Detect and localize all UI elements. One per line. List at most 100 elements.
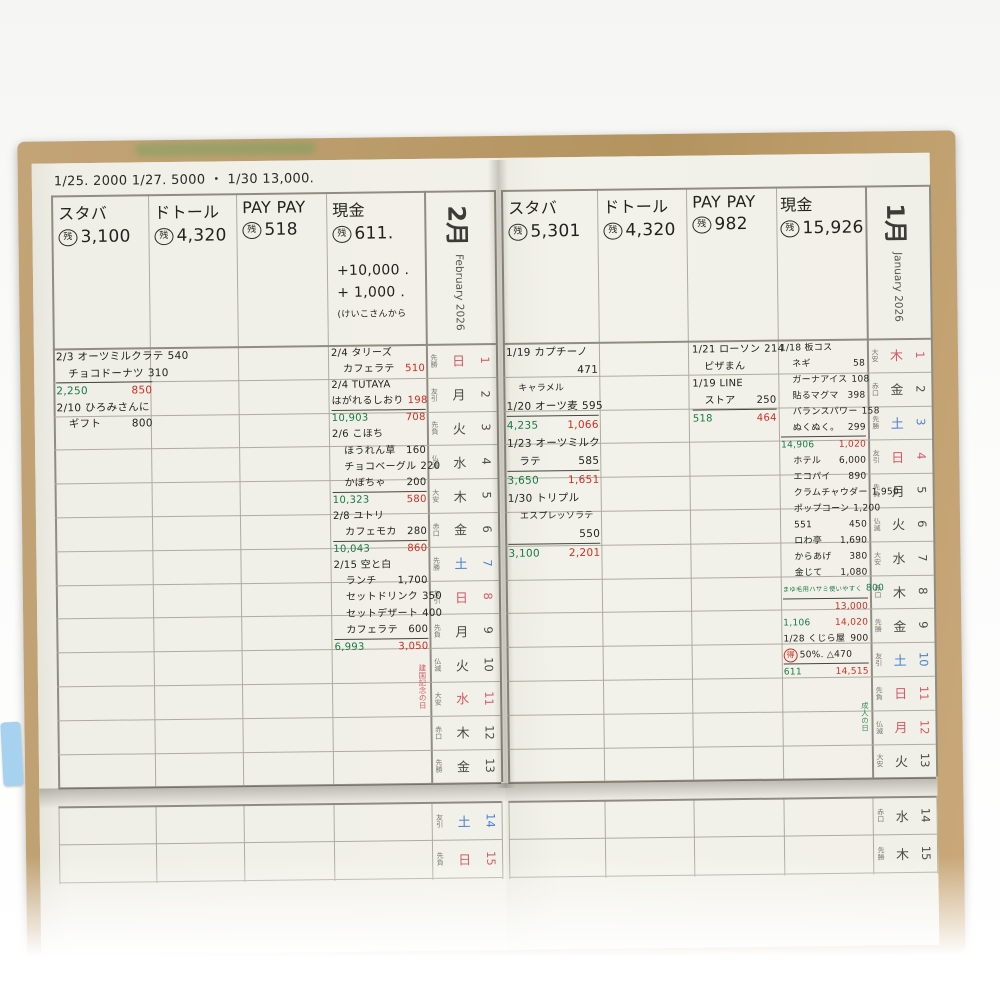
- weekday-label: 水: [895, 809, 909, 825]
- month-label-february: 2月 February 2026: [442, 204, 472, 331]
- entry-line: セットデザート 400: [334, 605, 442, 622]
- entry-amount: 220: [420, 460, 441, 472]
- rokuyo-label: 大安: [870, 348, 880, 363]
- date-number: 7: [480, 559, 495, 567]
- account-header-sutaba-jan: スタバ 残 5,301: [508, 198, 581, 242]
- entry-text: 2/4 TUTAYA: [331, 379, 391, 392]
- entry-line: 1/21 ローソン 214: [692, 341, 784, 359]
- zan-circle-icon: 残: [58, 228, 78, 246]
- entry-amount: 380: [849, 551, 868, 562]
- entry-line: セットドリンク 350: [334, 589, 442, 606]
- weekday-label: 水: [456, 692, 470, 708]
- account-header-genkin-jan: 現金 残 15,926: [780, 195, 864, 239]
- entry-line: クラムチャウダー 1,950: [782, 485, 899, 502]
- entry-line: ほうれん草 160: [332, 442, 426, 459]
- entry-text: カフェラテ: [343, 363, 395, 375]
- entry-text: 貼るマグマ: [792, 390, 839, 402]
- entry-amount: 464: [756, 412, 777, 424]
- date-number: 4: [479, 457, 494, 466]
- rokuyo-label: 赤口: [434, 725, 443, 740]
- date-number: 10: [916, 651, 931, 667]
- top-margin-note: 1/25. 2000 1/27. 5000 ・ 1/30 13,000.: [53, 171, 315, 190]
- date-number: 9: [481, 626, 496, 635]
- entry-line: 1/18 板コス: [780, 340, 865, 357]
- date-number: 1: [912, 350, 928, 359]
- entry-line: 3,650 1,651: [507, 469, 600, 490]
- date-cell: 先負火 3: [429, 411, 493, 446]
- weekday-label: 木: [889, 349, 904, 365]
- entries-jan-sutaba: 1/19 カプチーノ 471 キャラメル 1/20 オーツ麦 595 4,235 1,066…: [506, 343, 603, 563]
- entry-text: チョコドーナツ: [68, 366, 144, 380]
- weekday-label: 土: [890, 417, 904, 433]
- entry-text: 10,043: [333, 543, 371, 556]
- entry-amount: 250: [756, 394, 777, 406]
- weekday-label: 日: [454, 591, 469, 607]
- entry-amount: 900: [850, 633, 869, 644]
- date-number: 12: [917, 719, 932, 735]
- date-cell: 大安木 5: [429, 478, 494, 513]
- entry-text: 6,993: [334, 641, 365, 653]
- entry-line: カフェラテ 600: [334, 621, 428, 638]
- weekday-label: 金: [893, 619, 907, 635]
- entry-text: エスプレッソラテ: [519, 510, 594, 522]
- entry-text: 10,323: [332, 494, 370, 506]
- entry-line: ラテ 585: [507, 452, 599, 471]
- account-header-dotoru-jan: ドトール 残 4,320: [603, 196, 676, 241]
- date-number: 5: [479, 491, 494, 499]
- zan-circle-icon: 残: [508, 223, 528, 241]
- weekday-label: 土: [454, 557, 468, 573]
- entry-text: ギフト: [68, 417, 102, 431]
- entry-line: 14,906 1,020: [781, 435, 867, 454]
- date-number: 4: [914, 452, 929, 460]
- grid-lines: [0, 0, 994, 885]
- date-cell: 赤口金 2: [869, 372, 927, 407]
- entry-text: からあげ: [794, 551, 832, 563]
- rokuyo-label: 先勝: [432, 556, 441, 571]
- entry-text: 2/4 タリーズ: [330, 347, 393, 360]
- date-number: 2: [913, 384, 928, 393]
- date-column-february: 先勝日 1 友引月 2 先負火 3 仏滅水 4 大安木 5 赤口金 6 先勝土 7 友引日 8 先負月 9 仏滅火 1…: [0, 0, 994, 776]
- entry-text: 2/10 ひろみさんに: [56, 400, 150, 414]
- entry-text: 1/18 板コス: [779, 342, 833, 354]
- entry-amount: 2,201: [568, 546, 601, 560]
- entry-line: 2/6 こほち: [332, 426, 426, 443]
- entry-line: 1/20 オーツ麦 595: [507, 397, 603, 416]
- entry-line: 3,100 2,201: [508, 542, 601, 563]
- entry-amount: 14,020: [834, 617, 869, 628]
- entry-line: 1/19 カプチーノ: [506, 343, 598, 362]
- entry-line: ぬくぬく。 299: [781, 420, 866, 437]
- entry-text: 3,100: [508, 547, 541, 560]
- entry-line: ピザまん: [692, 358, 776, 376]
- entry-text: 2/3 オーツミルクラテ: [55, 350, 164, 364]
- entry-text: キャラメル: [518, 383, 565, 394]
- weekday-label: 日: [894, 687, 908, 703]
- entry-line: 471: [506, 361, 598, 380]
- entry-text: 1,106: [783, 618, 811, 629]
- rokuyo-label: 先勝: [429, 353, 439, 368]
- date-cell: 友引土 14: [433, 801, 498, 840]
- entry-text: ラテ: [519, 455, 541, 468]
- entry-line: 13,000: [782, 597, 869, 616]
- entry-text: カフェモカ: [345, 526, 397, 538]
- entry-line: まゆ毛用ハサミ使いやすく 800: [783, 581, 884, 599]
- date-number: 12: [482, 724, 497, 740]
- weekday-label: 木: [892, 586, 907, 602]
- date-cell: 友引月 2: [428, 377, 492, 412]
- date-cell: 先勝土 7: [430, 546, 494, 581]
- entry-amount: 1,700: [397, 575, 428, 587]
- entry-line: 2/4 TUTAYA: [331, 377, 425, 394]
- date-number: 6: [915, 519, 930, 528]
- weekday-label: 火: [452, 422, 466, 438]
- cover-marker-smudge: [135, 141, 316, 157]
- rokuyo-label: 赤口: [876, 808, 885, 823]
- entry-amount: 1,950: [871, 487, 900, 498]
- date-number: 8: [915, 587, 930, 596]
- account-header-paypay-jan: PAY PAY 残 982: [692, 191, 756, 235]
- date-number: 10: [481, 657, 496, 672]
- entry-text: 2/8 ユトリ: [332, 510, 385, 522]
- entry-line: 1,106 14,020: [783, 615, 868, 632]
- entry-text: セットデザート: [346, 607, 419, 620]
- weekday-label: 日: [451, 354, 466, 370]
- account-header-genkin-feb: 現金 残 611.: [332, 200, 394, 244]
